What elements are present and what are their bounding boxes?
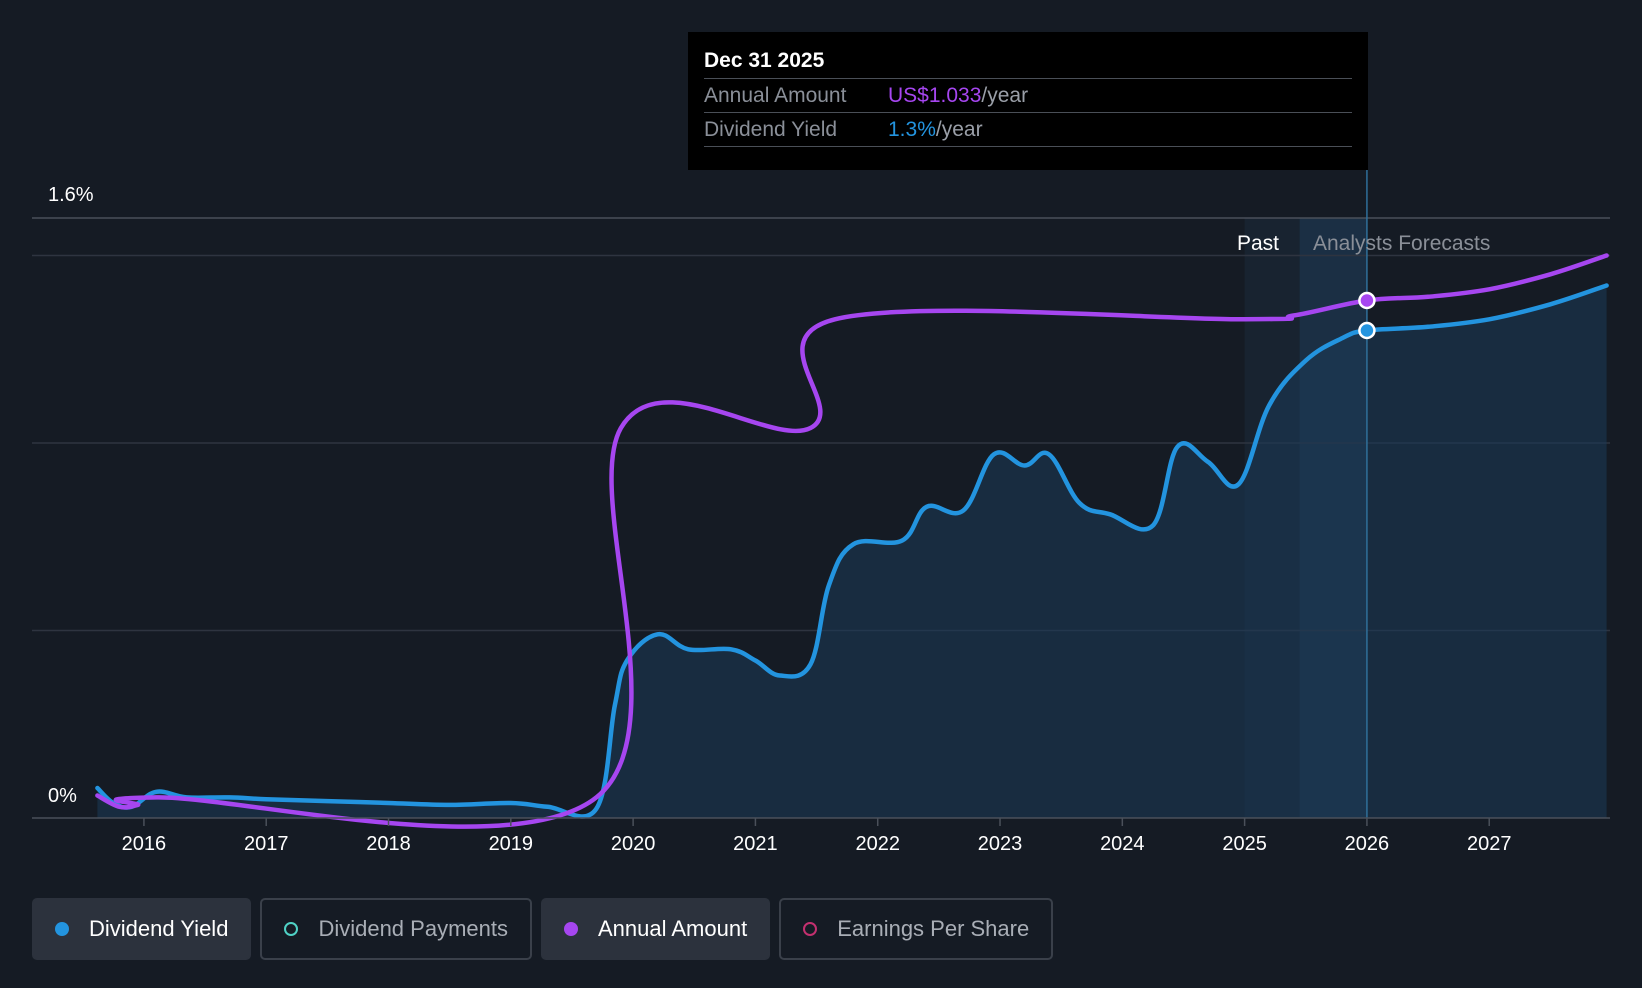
y-tick-label-zero: 0% (48, 785, 77, 807)
x-tick-label: 2024 (1100, 833, 1145, 855)
x-tick-label: 2016 (122, 833, 167, 855)
annual-amount-line (95, 253, 1609, 829)
tooltip-row-dividend-yield: Dividend Yield 1.3%/year (704, 112, 1352, 147)
tooltip-date: Dec 31 2025 (704, 49, 825, 72)
tooltip-key: Dividend Yield (704, 118, 838, 141)
dividend-yield-line (95, 283, 1609, 819)
dividend-yield-hover-marker (1358, 321, 1376, 340)
y-tick-label-top: 1.6% (48, 184, 94, 206)
x-tick-label: 2019 (489, 833, 534, 855)
legend-dividend-yield[interactable]: Dividend Yield (32, 898, 252, 960)
dividend-yield-area (97, 285, 1607, 818)
chart-legend: Dividend Yield Dividend Payments Annual … (32, 898, 1054, 960)
legend-label: Dividend Payments (318, 916, 508, 941)
hover-tooltip: Dec 31 2025 Annual Amount US$1.033/year … (688, 32, 1368, 170)
legend-label: Dividend Yield (89, 916, 229, 941)
tooltip-key: Annual Amount (704, 84, 847, 107)
tooltip-unit: /year (981, 84, 1029, 107)
x-tick-label: 2017 (244, 833, 289, 855)
chart-svg: 2016 2017 2018 2019 2020 2021 2022 2023 2024 2025… (32, 170, 1610, 855)
dividend-chart: 2016 2017 2018 2019 2020 2021 2022 2023 2024 2025… (32, 170, 1610, 855)
legend-dot-icon (284, 922, 299, 936)
legend-dot-icon (55, 922, 69, 936)
annual-amount-hover-marker (1358, 291, 1376, 310)
legend-label: Annual Amount (597, 916, 748, 941)
legend-dot-icon (803, 922, 818, 936)
legend-annual-amount[interactable]: Annual Amount (540, 898, 771, 960)
legend-label: Earnings Per Share (837, 916, 1030, 941)
x-tick-label: 2027 (1467, 833, 1512, 855)
x-tick-label: 2026 (1345, 833, 1390, 855)
x-tick-label: 2025 (1222, 833, 1267, 855)
legend-dividend-payments[interactable]: Dividend Payments (260, 898, 532, 960)
forecast-label: Analysts Forecasts (1313, 232, 1490, 255)
past-label: Past (1237, 232, 1279, 255)
x-tick-label: 2020 (611, 833, 656, 855)
legend-earnings-per-share[interactable]: Earnings Per Share (779, 898, 1054, 960)
legend-dot-icon (563, 922, 578, 936)
tooltip-row-annual-amount: Annual Amount US$1.033/year (704, 78, 1352, 112)
tooltip-unit: /year (935, 118, 983, 141)
x-tick-label: 2023 (978, 833, 1023, 855)
tooltip-value: 1.3% (888, 118, 936, 141)
x-tick-label: 2018 (366, 833, 411, 855)
x-tick-label: 2021 (733, 833, 778, 855)
x-tick-label: 2022 (855, 833, 900, 855)
tooltip-value: US$1.033 (888, 84, 982, 107)
